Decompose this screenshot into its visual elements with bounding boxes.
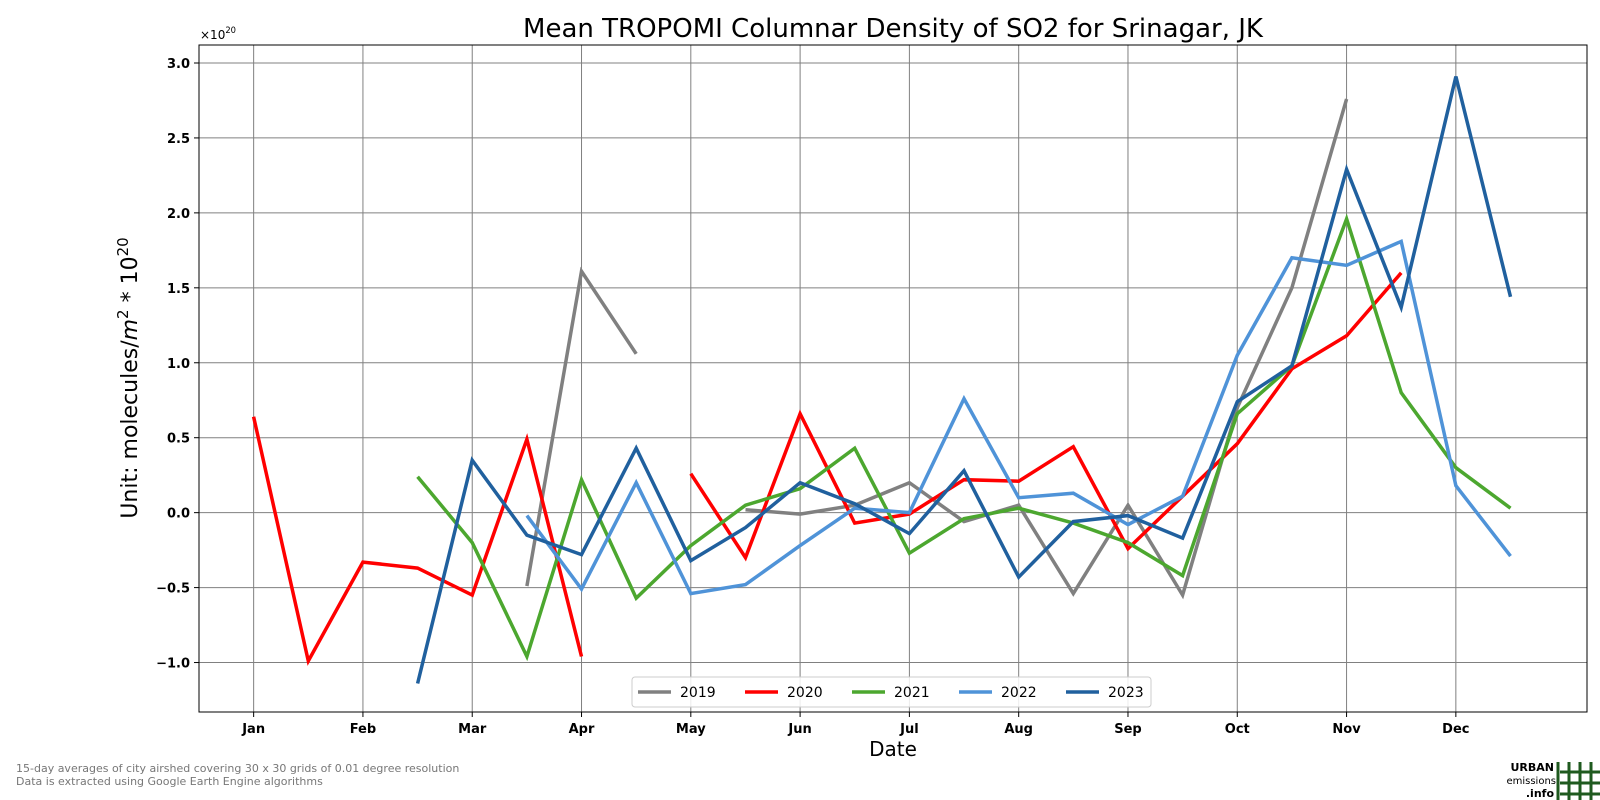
x-axis-label: Date (869, 737, 917, 761)
logo-word-info: .info (1526, 787, 1555, 800)
y-tick-label: 3.0 (167, 57, 190, 72)
y-tick-label: 2.5 (167, 132, 190, 147)
y-tick-label: 1.5 (167, 282, 190, 297)
y-axis-label: Unit: molecules/m2 * 1020 (114, 237, 143, 518)
x-tick-label: Nov (1332, 722, 1361, 737)
x-axis-ticks: Jan Feb Mar Apr May Jun Jul Aug Sep Oct Nov Dec (241, 712, 1470, 737)
series-line-2020 (251, 416, 584, 666)
x-tick-label: Jun (787, 722, 811, 737)
y-axis-multiplier: ×1020 (200, 25, 236, 42)
series-line-2022 (525, 238, 1512, 596)
series-lines (251, 76, 1513, 684)
x-tick-label: Apr (569, 722, 595, 737)
legend-box (631, 676, 1152, 708)
x-tick-label: Aug (1004, 722, 1033, 737)
legend-label-2023: 2023 (1108, 685, 1144, 701)
x-tick-label: Jan (241, 722, 265, 737)
legend-label-2019: 2019 (680, 685, 716, 701)
legend-label-2021: 2021 (894, 685, 930, 701)
y-tick-label: −1.0 (156, 657, 190, 672)
x-tick-label: Sep (1114, 722, 1142, 737)
x-tick-label: Oct (1225, 722, 1250, 737)
y-tick-label: 2.0 (167, 207, 190, 222)
logo-word-urban: URBAN (1510, 761, 1554, 774)
plot-frame (198, 44, 1588, 713)
y-tick-label: 1.0 (167, 357, 190, 372)
series-line-2019 (525, 266, 638, 587)
chart-title: Mean TROPOMI Columnar Density of SO2 for… (523, 14, 1264, 44)
y-tick-label: 0.5 (167, 432, 190, 447)
series-line-2020 (689, 271, 1403, 562)
series-line-2023 (415, 76, 1513, 684)
y-tick-label: −0.5 (156, 582, 190, 597)
urban-emissions-logo: URBAN emissions .info (1506, 761, 1600, 800)
y-tick-label: 0.0 (167, 507, 190, 522)
footnote-line-2: Data is extracted using Google Earth Eng… (16, 775, 323, 788)
legend-label-2020: 2020 (787, 685, 823, 701)
grid-icon (1556, 762, 1600, 800)
y-axis-ticks: −1.0 −0.5 0.0 0.5 1.0 1.5 2.0 2.5 3.0 (156, 57, 199, 672)
x-tick-label: Feb (350, 722, 376, 737)
x-tick-label: Jul (899, 722, 919, 737)
legend: 2019 2020 2021 2022 2023 (631, 676, 1152, 708)
legend-label-2022: 2022 (1001, 685, 1037, 701)
logo-word-emissions: emissions (1506, 776, 1556, 787)
x-tick-label: Dec (1442, 722, 1469, 737)
footnote-line-1: 15-day averages of city airshed covering… (16, 762, 460, 775)
x-tick-label: May (676, 722, 706, 737)
x-tick-label: Mar (458, 722, 487, 737)
grid-lines (199, 45, 1587, 712)
